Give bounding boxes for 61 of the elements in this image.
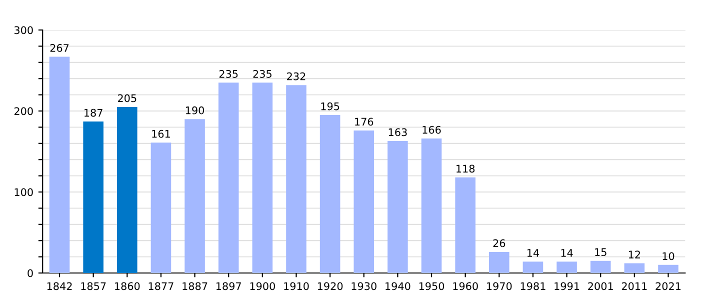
data-label: 166 (422, 126, 441, 134)
x-tick-label: 1860 (115, 282, 140, 290)
bar (49, 56, 70, 273)
data-label: 205 (118, 94, 136, 102)
data-label: 267 (50, 44, 69, 52)
bar (455, 177, 476, 273)
bar (83, 122, 104, 273)
y-tick-label: 0 (28, 269, 33, 278)
x-tick-label: 1842 (47, 282, 72, 290)
bar (252, 82, 273, 273)
x-tick-label: 1930 (352, 282, 376, 290)
data-label: 10 (662, 252, 674, 260)
bar (388, 140, 408, 273)
x-tick-label: 1900 (250, 282, 275, 290)
data-label: 12 (628, 250, 640, 258)
data-label: 195 (321, 102, 340, 110)
x-tick-label: 1950 (419, 282, 444, 290)
bar (184, 119, 205, 273)
x-tick-label: 1981 (520, 282, 546, 290)
x-tick-label: 1960 (453, 282, 478, 290)
x-tick-label: 2011 (622, 282, 647, 290)
data-label: 232 (287, 72, 306, 80)
data-label: 26 (493, 239, 506, 248)
bar (218, 82, 239, 273)
x-tick-label: 1940 (386, 282, 410, 290)
x-tick-label: 2021 (656, 282, 681, 290)
x-tick-label: 1970 (487, 282, 512, 290)
x-tick-label: 1877 (148, 282, 174, 290)
data-label: 14 (527, 249, 540, 257)
data-label: 15 (595, 248, 606, 256)
bar (556, 262, 577, 273)
data-label: 118 (456, 164, 475, 173)
bar (489, 252, 510, 273)
data-label: 163 (388, 128, 407, 136)
bar (421, 138, 442, 273)
data-label: 161 (152, 130, 170, 138)
bar (522, 262, 544, 273)
x-tick-label: 2001 (588, 282, 613, 290)
bar (658, 264, 678, 273)
data-label: 235 (253, 70, 272, 78)
data-label: 190 (186, 106, 204, 114)
x-tick-label: 1920 (318, 282, 343, 290)
data-label: 187 (84, 108, 102, 117)
x-tick-label: 1887 (182, 282, 208, 290)
x-tick-label: 1991 (554, 282, 580, 290)
bar (320, 115, 340, 273)
bar (150, 142, 172, 273)
y-tick-label: 300 (14, 26, 33, 34)
bar (117, 106, 138, 273)
data-label: 235 (219, 70, 238, 78)
bar (590, 260, 611, 273)
bar (286, 85, 306, 273)
x-tick-label: 1897 (216, 282, 241, 290)
bar (624, 263, 645, 273)
y-tick-label: 100 (14, 188, 33, 196)
bar (354, 130, 374, 273)
data-label: 14 (561, 249, 573, 257)
data-label: 176 (355, 118, 374, 126)
y-tick-label: 200 (14, 107, 33, 116)
x-tick-label: 1910 (284, 282, 309, 290)
x-tick-label: 1857 (81, 282, 106, 290)
